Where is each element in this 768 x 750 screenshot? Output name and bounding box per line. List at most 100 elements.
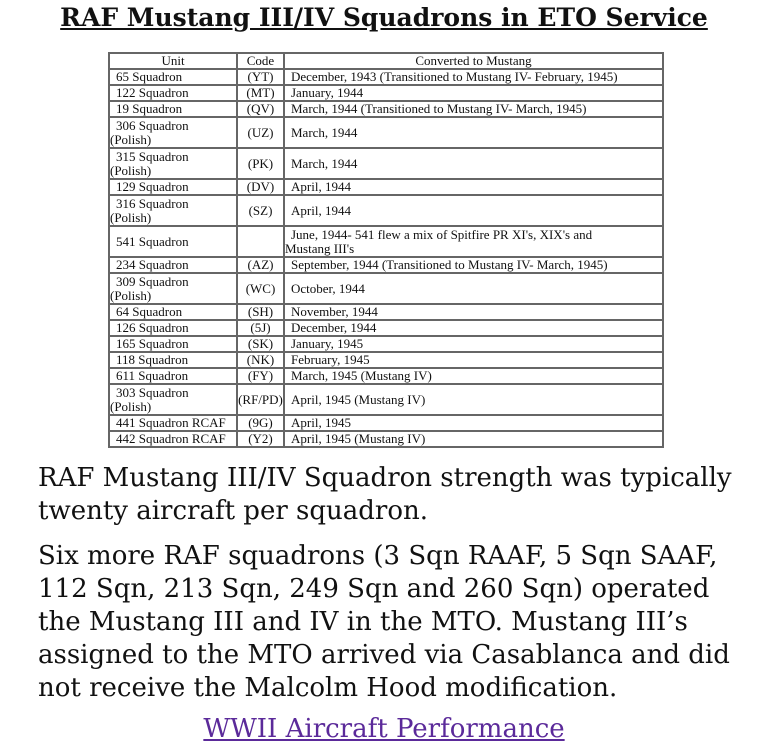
cell-converted: December, 1944 <box>283 319 664 337</box>
cell-code-text: (9G) <box>248 415 273 430</box>
cell-converted-text-line2: Mustang III's <box>285 240 355 256</box>
cell-code: (YT) <box>236 68 285 86</box>
cell-converted-text: March, 1944 (Transitioned to Mustang IV-… <box>291 101 587 116</box>
cell-unit: 306 Squadron (Polish) <box>108 116 238 149</box>
table-row: 126 Squadron (5J) December, 1944 <box>108 319 664 337</box>
cell-code-text: (RF/PD) <box>238 391 283 407</box>
cell-converted: September, 1944 (Transitioned to Mustang… <box>283 256 664 274</box>
cell-unit-text-line2: (Polish) <box>110 398 152 414</box>
cell-code <box>236 225 285 258</box>
cell-converted: April, 1944 <box>283 178 664 196</box>
table-row: 611 Squadron (FY) March, 1945 (Mustang IV) <box>108 367 664 385</box>
cell-code-text: (QV) <box>246 101 275 116</box>
page-title: RAF Mustang III/IV Squadrons in ETO Serv… <box>60 3 708 32</box>
cell-unit: 65 Squadron <box>108 68 238 86</box>
cell-unit: 122 Squadron <box>108 84 238 102</box>
cell-code-text: (SZ) <box>248 202 273 218</box>
table-row: 303 Squadron (Polish) (RF/PD) April, 1945 (… <box>108 383 664 416</box>
table-row: 64 Squadron (SH) November, 1944 <box>108 303 664 321</box>
cell-unit-text-line2: (Polish) <box>110 287 152 303</box>
cell-unit-text: 303 Squadron <box>116 384 189 400</box>
cell-converted-text: April, 1945 <box>291 415 351 430</box>
cell-code-text: (YT) <box>247 69 274 84</box>
cell-converted-text: April, 1944 <box>291 202 351 218</box>
cell-converted-text: January, 1944 <box>291 85 364 100</box>
cell-unit: 303 Squadron (Polish) <box>108 383 238 416</box>
cell-code-text: (UZ) <box>247 124 274 140</box>
cell-code-text: (WC) <box>245 280 276 296</box>
cell-code: (MT) <box>236 84 285 102</box>
cell-unit: 309 Squadron (Polish) <box>108 272 238 305</box>
cell-unit: 442 Squadron RCAF <box>108 430 238 448</box>
cell-code: (DV) <box>236 178 285 196</box>
table-row: 122 Squadron (MT) January, 1944 <box>108 84 664 102</box>
cell-converted: March, 1944 <box>283 147 664 180</box>
cell-unit-text: 19 Squadron <box>116 101 183 116</box>
table-row: 441 Squadron RCAF (9G) April, 1945 <box>108 414 664 432</box>
cell-unit-text-line2: (Polish) <box>110 162 152 178</box>
cell-unit: 126 Squadron <box>108 319 238 337</box>
cell-code-text: (DV) <box>246 179 275 194</box>
cell-converted: January, 1944 <box>283 84 664 102</box>
cell-code: (AZ) <box>236 256 285 274</box>
cell-converted-text: March, 1944 <box>291 155 358 171</box>
cell-unit: 234 Squadron <box>108 256 238 274</box>
cell-converted: April, 1944 <box>283 194 664 227</box>
cell-code: (5J) <box>236 319 285 337</box>
cell-converted: April, 1945 (Mustang IV) <box>283 383 664 416</box>
cell-code: (SK) <box>236 335 285 353</box>
cell-converted-text: December, 1944 <box>291 320 377 335</box>
squadron-table: Unit Code Converted to Mustang 65 Squadr… <box>108 52 664 448</box>
cell-code: (SZ) <box>236 194 285 227</box>
paragraph-mto: Six more RAF squadrons (3 Sqn RAAF, 5 Sq… <box>38 541 730 703</box>
cell-converted-text: February, 1945 <box>291 352 370 367</box>
cell-converted-text: September, 1944 (Transitioned to Mustang… <box>291 257 608 272</box>
footer-link-container: WWII Aircraft Performance <box>0 714 768 744</box>
cell-unit-text: 442 Squadron RCAF <box>116 431 226 446</box>
cell-unit-text: 611 Squadron <box>116 368 189 383</box>
cell-unit: 118 Squadron <box>108 351 238 369</box>
cell-converted: March, 1944 (Transitioned to Mustang IV-… <box>283 100 664 118</box>
cell-code: (RF/PD) <box>236 383 285 416</box>
cell-converted: June, 1944- 541 flew a mix of Spitfire P… <box>283 225 664 258</box>
cell-code: (PK) <box>236 147 285 180</box>
cell-unit: 611 Squadron <box>108 367 238 385</box>
cell-converted: October, 1944 <box>283 272 664 305</box>
cell-converted: January, 1945 <box>283 335 664 353</box>
cell-converted-text: April, 1945 (Mustang IV) <box>291 391 426 407</box>
table-row: 129 Squadron (DV) April, 1944 <box>108 178 664 196</box>
cell-converted: November, 1944 <box>283 303 664 321</box>
cell-unit-text: 441 Squadron RCAF <box>116 415 226 430</box>
cell-converted-text: November, 1944 <box>291 304 378 319</box>
table-row: 65 Squadron (YT) December, 1943 (Transitio… <box>108 68 664 86</box>
cell-code: (QV) <box>236 100 285 118</box>
table-row: 118 Squadron (NK) February, 1945 <box>108 351 664 369</box>
cell-code-text: (NK) <box>246 352 275 367</box>
cell-unit-text: 541 Squadron <box>116 233 189 249</box>
cell-code-text: (SK) <box>247 336 274 351</box>
table-row: 309 Squadron (Polish) (WC) October, 1944 <box>108 272 664 305</box>
cell-code-text: (PK) <box>247 155 274 171</box>
cell-code-text: (SH) <box>247 304 274 319</box>
cell-converted-text: October, 1944 <box>291 280 365 296</box>
cell-unit-text-line2: (Polish) <box>110 209 152 225</box>
table-row: 306 Squadron (Polish) (UZ) March, 1944 <box>108 116 664 149</box>
cell-converted: December, 1943 (Transitioned to Mustang … <box>283 68 664 86</box>
wwii-aircraft-performance-link[interactable]: WWII Aircraft Performance <box>203 714 565 744</box>
table-row: 165 Squadron (SK) January, 1945 <box>108 335 664 353</box>
cell-unit-text: 129 Squadron <box>116 179 189 194</box>
table-header-row: Unit Code Converted to Mustang <box>108 52 664 70</box>
cell-code: (UZ) <box>236 116 285 149</box>
cell-unit: 19 Squadron <box>108 100 238 118</box>
cell-unit: 165 Squadron <box>108 335 238 353</box>
cell-unit: 315 Squadron (Polish) <box>108 147 238 180</box>
cell-converted-text: April, 1944 <box>291 179 351 194</box>
cell-converted-text: June, 1944- 541 flew a mix of Spitfire P… <box>291 226 593 242</box>
cell-code-text: (5J) <box>250 320 271 335</box>
cell-unit: 541 Squadron <box>108 225 238 258</box>
cell-converted-text: March, 1945 (Mustang IV) <box>291 368 432 383</box>
cell-code-text: (MT) <box>246 85 275 100</box>
cell-code-text: (Y2) <box>248 431 273 446</box>
cell-unit-text: 316 Squadron <box>116 195 189 211</box>
cell-code: (FY) <box>236 367 285 385</box>
